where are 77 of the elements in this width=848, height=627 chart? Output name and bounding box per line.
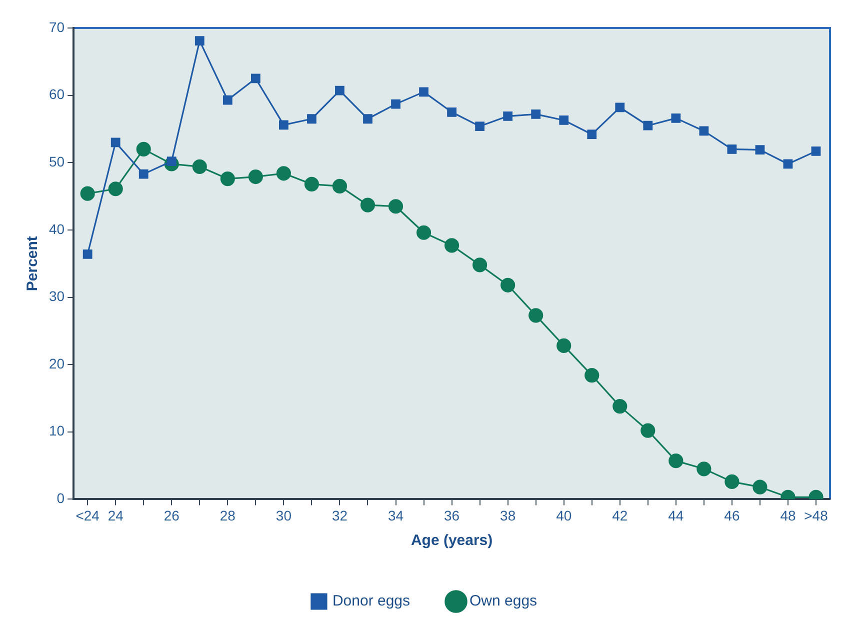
y-tick-label: 10 <box>48 422 65 439</box>
point <box>108 182 123 196</box>
point <box>612 399 628 414</box>
x-tick-label: 34 <box>388 507 404 524</box>
x-tick-label: 24 <box>108 507 124 524</box>
x-tick-label: 32 <box>332 507 348 524</box>
point <box>194 36 204 46</box>
point <box>500 278 516 292</box>
point <box>332 178 348 194</box>
point <box>472 258 488 272</box>
point <box>192 159 207 174</box>
x-tick-label: <24 <box>76 507 100 524</box>
point <box>531 109 541 119</box>
y-tick-label: 40 <box>48 220 65 237</box>
point <box>587 130 597 140</box>
x-tick-label: 40 <box>556 507 572 524</box>
point <box>640 423 656 438</box>
point <box>503 111 513 121</box>
point <box>136 142 151 156</box>
x-tick-label: 28 <box>220 507 236 524</box>
point <box>752 480 768 494</box>
point <box>727 144 737 154</box>
x-tick-label: 36 <box>444 507 460 524</box>
point <box>307 114 316 124</box>
point <box>584 368 600 383</box>
point <box>250 74 260 84</box>
point <box>615 102 625 112</box>
point <box>724 474 740 489</box>
point <box>444 238 460 253</box>
point <box>696 462 712 476</box>
y-tick-label: 50 <box>48 153 65 170</box>
point <box>556 338 572 354</box>
point <box>671 114 681 123</box>
point <box>643 120 653 130</box>
legend-label: Donor eggs <box>332 592 410 610</box>
point <box>388 199 404 214</box>
point <box>248 169 263 184</box>
y-tick-label: 60 <box>48 86 65 102</box>
point <box>783 159 793 169</box>
point <box>668 454 684 468</box>
point <box>80 186 95 201</box>
x-tick-label: 46 <box>724 507 740 524</box>
point <box>447 107 456 117</box>
point <box>811 146 821 156</box>
y-tick-label: 20 <box>48 355 65 372</box>
y-axis-title: Percent <box>24 236 42 292</box>
x-axis-title: Age (years) <box>410 532 493 550</box>
point <box>110 138 120 148</box>
point <box>416 225 432 240</box>
x-tick-label: 42 <box>612 507 628 524</box>
y-tick-label: 70 <box>48 18 65 35</box>
x-tick-label: 26 <box>164 507 180 524</box>
point <box>335 86 344 96</box>
point <box>220 171 235 186</box>
point <box>360 198 376 212</box>
x-tick-label: 30 <box>276 507 292 524</box>
point <box>755 145 765 155</box>
point <box>276 166 291 181</box>
legend-label: Own eggs <box>470 592 538 610</box>
point <box>138 169 148 179</box>
x-tick-label: 38 <box>500 507 516 524</box>
x-tick-label: >48 <box>804 507 828 524</box>
x-tick-label: 48 <box>780 507 796 524</box>
point <box>304 176 320 192</box>
point <box>222 95 232 105</box>
point <box>528 308 544 323</box>
x-tick-label: 44 <box>668 507 684 524</box>
point <box>82 249 92 259</box>
point <box>419 87 428 97</box>
point <box>391 99 400 109</box>
y-tick-label: 30 <box>48 288 65 304</box>
point <box>559 116 569 125</box>
y-tick-label: 0 <box>56 490 65 506</box>
point <box>475 122 484 131</box>
point <box>363 114 372 124</box>
point <box>279 120 288 130</box>
point <box>699 126 709 136</box>
